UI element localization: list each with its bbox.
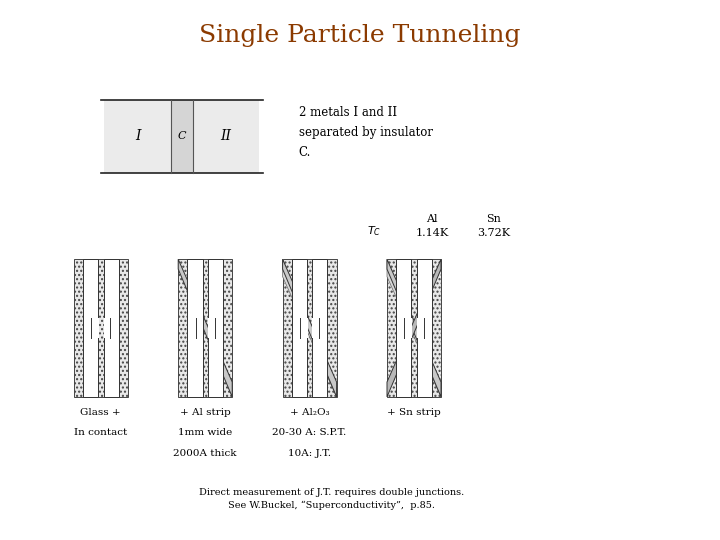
- Bar: [208, 259, 223, 397]
- Bar: [417, 259, 432, 397]
- Text: + Al₂O₃: + Al₂O₃: [289, 408, 330, 417]
- Bar: [283, 259, 337, 397]
- Bar: [396, 259, 411, 397]
- Bar: [104, 318, 110, 339]
- Bar: [300, 318, 307, 339]
- Bar: [292, 259, 307, 397]
- Bar: [193, 100, 259, 173]
- Text: 1mm wide: 1mm wide: [178, 428, 233, 437]
- Bar: [312, 318, 319, 339]
- Polygon shape: [387, 259, 441, 397]
- Text: Al: Al: [426, 214, 438, 224]
- Bar: [196, 318, 203, 339]
- Bar: [405, 318, 412, 339]
- Text: 2000A thick: 2000A thick: [174, 449, 237, 458]
- Text: 10A: J.T.: 10A: J.T.: [288, 449, 331, 458]
- Text: In contact: In contact: [74, 428, 127, 437]
- Polygon shape: [179, 259, 232, 397]
- Bar: [312, 318, 319, 339]
- Text: Sn: Sn: [486, 214, 500, 224]
- Text: + Al strip: + Al strip: [180, 408, 230, 417]
- Bar: [312, 259, 328, 397]
- Bar: [91, 318, 99, 339]
- Bar: [208, 318, 215, 339]
- Bar: [405, 318, 412, 339]
- Bar: [312, 259, 328, 397]
- Bar: [208, 318, 215, 339]
- Bar: [417, 259, 432, 397]
- Bar: [83, 259, 98, 397]
- Text: 20-30 A: S.P.T.: 20-30 A: S.P.T.: [272, 428, 347, 437]
- Bar: [104, 100, 171, 173]
- Text: I: I: [135, 130, 140, 143]
- Polygon shape: [387, 259, 441, 397]
- Bar: [300, 318, 307, 339]
- Bar: [417, 318, 423, 339]
- Bar: [187, 259, 202, 397]
- Bar: [396, 259, 411, 397]
- Text: 2 metals I and II
separated by insulator
C.: 2 metals I and II separated by insulator…: [299, 106, 433, 159]
- Bar: [91, 318, 99, 339]
- Bar: [104, 318, 110, 339]
- Bar: [104, 259, 119, 397]
- Bar: [104, 259, 119, 397]
- Bar: [171, 100, 193, 173]
- Bar: [179, 259, 232, 397]
- Text: Glass +: Glass +: [81, 408, 121, 417]
- Bar: [387, 259, 441, 397]
- Bar: [417, 318, 423, 339]
- Bar: [83, 259, 98, 397]
- Bar: [74, 259, 128, 397]
- Bar: [196, 318, 203, 339]
- Polygon shape: [387, 259, 441, 397]
- Bar: [208, 259, 223, 397]
- Text: $T_C$: $T_C$: [367, 224, 382, 238]
- Text: 1.14K: 1.14K: [415, 227, 449, 238]
- Text: + Sn strip: + Sn strip: [387, 408, 441, 417]
- Bar: [292, 259, 307, 397]
- Bar: [187, 259, 202, 397]
- Text: Direct measurement of J.T. requires double junctions.
See W.Buckel, “Superconduc: Direct measurement of J.T. requires doub…: [199, 488, 464, 510]
- Polygon shape: [283, 259, 336, 397]
- Text: C: C: [178, 131, 186, 141]
- Text: II: II: [220, 130, 231, 143]
- Text: 3.72K: 3.72K: [477, 227, 510, 238]
- Text: Single Particle Tunneling: Single Particle Tunneling: [199, 24, 521, 48]
- Polygon shape: [283, 259, 336, 397]
